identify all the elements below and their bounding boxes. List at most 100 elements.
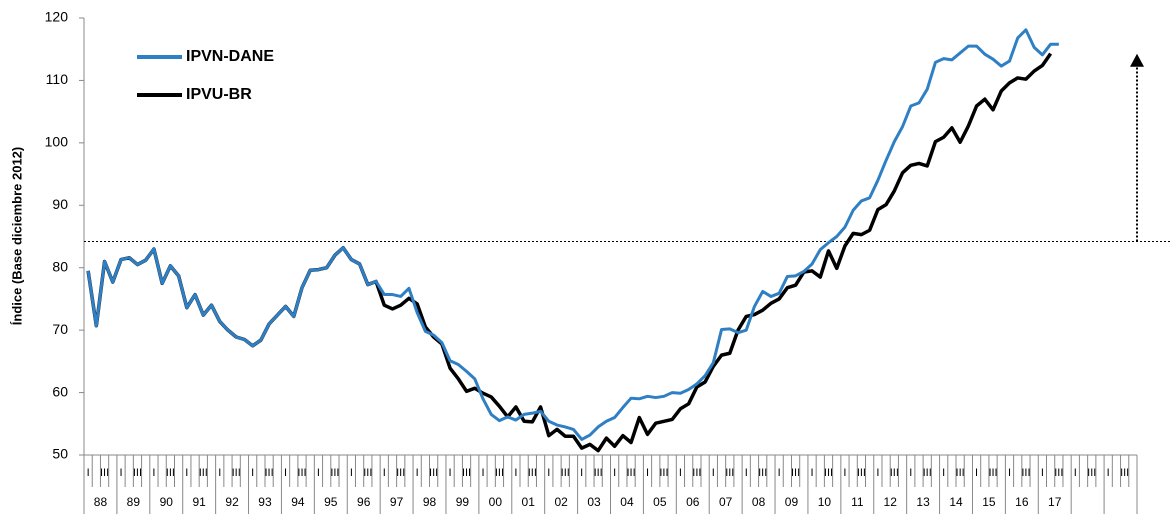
x-tick-label: III	[725, 467, 734, 479]
x-tick-label: I	[580, 467, 583, 479]
year-label: 03	[587, 495, 601, 509]
x-tick-label: I	[712, 467, 715, 479]
x-tick-label: III	[528, 467, 537, 479]
year-label: 00	[489, 495, 503, 509]
x-tick-label: I	[1041, 467, 1044, 479]
year-label: 06	[686, 495, 700, 509]
x-tick-label: III	[857, 467, 866, 479]
y-tick-label: 100	[45, 134, 69, 150]
x-tick-label: III	[890, 467, 899, 479]
year-label: 97	[390, 495, 404, 509]
y-tick-label: 70	[52, 321, 68, 337]
year-label: 01	[522, 495, 536, 509]
year-label: 12	[884, 495, 898, 509]
y-tick-label: 90	[52, 196, 68, 212]
x-tick-label: I	[1074, 467, 1077, 479]
x-tick-label: I	[514, 467, 517, 479]
x-tick-label: III	[166, 467, 175, 479]
x-tick-label: I	[547, 467, 550, 479]
x-tick-label: I	[284, 467, 287, 479]
x-tick-label: I	[152, 467, 155, 479]
year-label: 89	[127, 495, 141, 509]
y-tick-label: 80	[52, 258, 68, 274]
x-tick-label: III	[495, 467, 504, 479]
year-label: 04	[620, 495, 634, 509]
y-tick-label: 60	[52, 383, 68, 399]
x-tick-label: I	[119, 467, 122, 479]
x-tick-label: I	[251, 467, 254, 479]
year-label: 15	[982, 495, 996, 509]
y-tick-label: 120	[45, 9, 69, 25]
x-tick-label: III	[824, 467, 833, 479]
x-tick-label: III	[1120, 467, 1129, 479]
x-tick-label: III	[758, 467, 767, 479]
year-label: 95	[324, 495, 338, 509]
year-label: 11	[851, 495, 864, 509]
x-tick-label: I	[646, 467, 649, 479]
year-label: 90	[160, 495, 174, 509]
x-tick-label: I	[745, 467, 748, 479]
x-tick-label: I	[778, 467, 781, 479]
x-tick-label: III	[396, 467, 405, 479]
x-tick-label: III	[265, 467, 274, 479]
x-tick-label: I	[1107, 467, 1110, 479]
x-tick-label: III	[297, 467, 306, 479]
x-tick-label: III	[1021, 467, 1030, 479]
year-label: 91	[192, 495, 206, 509]
x-tick-label: III	[791, 467, 800, 479]
x-tick-label: III	[626, 467, 635, 479]
year-label: 98	[423, 495, 437, 509]
x-tick-label: I	[909, 467, 912, 479]
x-tick-label: I	[218, 467, 221, 479]
x-tick-label: III	[133, 467, 142, 479]
x-tick-label: III	[1054, 467, 1063, 479]
year-label: 94	[291, 495, 305, 509]
x-tick-label: I	[449, 467, 452, 479]
x-tick-label: III	[659, 467, 668, 479]
year-label: 17	[1048, 495, 1062, 509]
year-label: 88	[94, 495, 108, 509]
series-line	[86, 52, 1053, 453]
x-tick-label: I	[942, 467, 945, 479]
x-tick-label: III	[100, 467, 109, 479]
x-tick-label: III	[988, 467, 997, 479]
year-label: 99	[456, 495, 470, 509]
x-tick-label: I	[1008, 467, 1011, 479]
year-label: 07	[719, 495, 733, 509]
x-tick-label: III	[199, 467, 208, 479]
x-tick-label: I	[383, 467, 386, 479]
series-line	[86, 28, 1059, 441]
x-tick-label: III	[363, 467, 372, 479]
x-tick-label: I	[416, 467, 419, 479]
x-tick-label: III	[462, 467, 471, 479]
x-tick-label: III	[561, 467, 570, 479]
x-tick-label: I	[350, 467, 353, 479]
x-tick-label: I	[843, 467, 846, 479]
x-tick-label: III	[232, 467, 241, 479]
year-label: 16	[1015, 495, 1029, 509]
year-label: 14	[949, 495, 963, 509]
x-tick-label: III	[923, 467, 932, 479]
x-tick-label: I	[811, 467, 814, 479]
y-axis-label: Índice (Base diciembre 2012)	[9, 147, 24, 325]
x-tick-label: I	[876, 467, 879, 479]
year-label: 10	[818, 495, 832, 509]
year-label: 08	[752, 495, 766, 509]
x-tick-label: I	[185, 467, 188, 479]
x-tick-label: III	[692, 467, 701, 479]
year-label: 93	[258, 495, 272, 509]
x-tick-label: III	[594, 467, 603, 479]
x-tick-label: I	[679, 467, 682, 479]
x-tick-label: III	[1087, 467, 1096, 479]
year-label: 02	[554, 495, 568, 509]
legend-label: IPVU-BR	[186, 86, 252, 103]
x-tick-label: I	[613, 467, 616, 479]
year-label: 13	[916, 495, 930, 509]
y-tick-label: 110	[46, 71, 69, 87]
x-tick-label: I	[317, 467, 320, 479]
x-tick-label: I	[481, 467, 484, 479]
year-label: 05	[653, 495, 667, 509]
y-tick-label: 50	[52, 446, 68, 462]
x-tick-label: I	[975, 467, 978, 479]
